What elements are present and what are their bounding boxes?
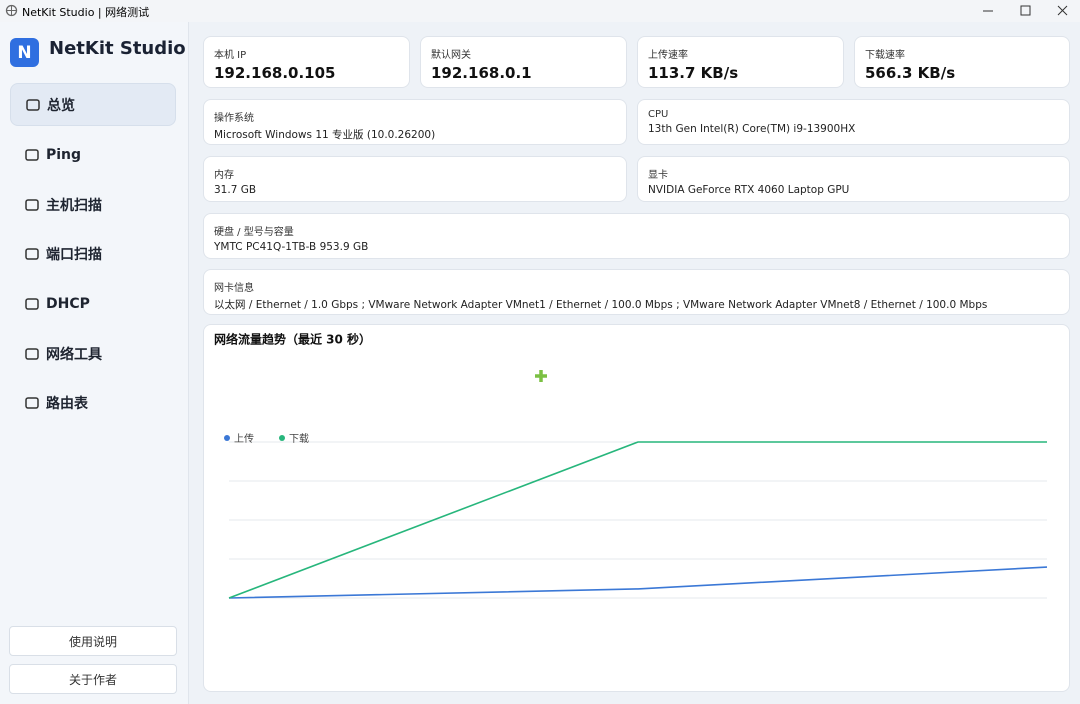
info-card: 显卡 NVIDIA GeForce RTX 4060 Laptop GPU bbox=[637, 156, 1070, 202]
traffic-chart: 网络流量趋势（最近 30 秒） 上传 下载 bbox=[203, 324, 1070, 692]
stat-value: 192.168.0.105 bbox=[214, 64, 336, 82]
nav-item[interactable]: DHCP bbox=[10, 282, 176, 325]
stat-card: 上传速率 113.7 KB/s bbox=[637, 36, 844, 88]
nav-item[interactable]: 路由表 bbox=[10, 381, 176, 424]
chart-title: 网络流量趋势（最近 30 秒） bbox=[214, 332, 371, 347]
icon-shape bbox=[25, 347, 39, 360]
nav-label: 主机扫描 bbox=[46, 197, 102, 214]
info-label: 显卡 bbox=[648, 170, 668, 181]
nav-item[interactable]: 网络工具 bbox=[10, 332, 176, 375]
legend-marker bbox=[224, 435, 230, 441]
cursor-icon bbox=[535, 370, 547, 382]
legend-label: 上传 bbox=[234, 433, 254, 445]
icon-shape bbox=[25, 247, 39, 260]
help-button[interactable]: 使用说明 bbox=[9, 626, 177, 656]
nav-icon bbox=[25, 247, 39, 260]
nav-label: 路由表 bbox=[46, 395, 88, 412]
info-card: 操作系统 Microsoft Windows 11 专业版 (10.0.26200… bbox=[203, 99, 627, 145]
stat-value: 113.7 KB/s bbox=[648, 64, 739, 82]
nav-label: DHCP bbox=[46, 295, 90, 312]
sidebar: N NetKit Studio 总览 Ping 主机扫描端口扫描 DHCP 网络工具路由… bbox=[0, 22, 189, 704]
series-line bbox=[228, 441, 1047, 599]
brand-name: NetKit Studio bbox=[49, 38, 186, 59]
stat-label: 本机 IP bbox=[214, 50, 247, 61]
info-label: 网卡信息 bbox=[214, 283, 254, 294]
nav-label: 总览 bbox=[47, 97, 75, 114]
nav-item[interactable]: Ping bbox=[10, 133, 176, 176]
stat-label: 上传速率 bbox=[648, 50, 688, 61]
info-value: 以太网 / Ethernet / 1.0 Gbps ; VMware Netwo… bbox=[214, 299, 988, 311]
info-label: CPU bbox=[648, 109, 669, 120]
nav-icon bbox=[25, 148, 39, 161]
icon-shape bbox=[25, 396, 39, 409]
info-value: YMTC PC41Q-1TB-B 953.9 GB bbox=[214, 241, 369, 253]
icon-shape bbox=[26, 98, 40, 111]
info-card: 网卡信息以太网 / Ethernet / 1.0 Gbps ; VMware N… bbox=[203, 269, 1070, 315]
info-card: CPU 13th Gen Intel(R) Core(TM) i9-13900HX bbox=[637, 99, 1070, 145]
nav-item[interactable]: 端口扫描 bbox=[10, 232, 176, 275]
nav-item[interactable]: 总览 bbox=[10, 83, 176, 126]
info-card: 硬盘 / 型号与容量 YMTC PC41Q-1TB-B 953.9 GB bbox=[203, 213, 1070, 259]
nav-icon bbox=[25, 396, 39, 409]
info-label: 硬盘 / 型号与容量 bbox=[214, 227, 294, 238]
window-controls[interactable] bbox=[978, 3, 1078, 19]
nav-icon bbox=[25, 198, 39, 211]
nav-label: 网络工具 bbox=[46, 346, 102, 363]
brand-icon: N bbox=[10, 38, 39, 67]
icon-shape bbox=[25, 198, 39, 211]
stat-card: 默认网关 192.168.0.1 bbox=[420, 36, 627, 88]
app-icon bbox=[5, 4, 18, 17]
icon-shape bbox=[25, 297, 39, 310]
about-button[interactable]: 关于作者 bbox=[9, 664, 177, 694]
stat-value: 566.3 KB/s bbox=[865, 64, 956, 82]
nav-label: Ping bbox=[46, 146, 82, 163]
window-title: NetKit Studio | 网络测试 bbox=[22, 6, 150, 19]
info-card: 内存 31.7 GB bbox=[203, 156, 627, 202]
info-value: Microsoft Windows 11 专业版 (10.0.26200) bbox=[214, 129, 436, 141]
legend-label: 下载 bbox=[289, 433, 309, 445]
nav-icon bbox=[26, 98, 40, 111]
nav-icon bbox=[25, 297, 39, 310]
legend-marker bbox=[279, 435, 285, 441]
title-bar: NetKit Studio | 网络测试 bbox=[0, 0, 1080, 22]
stat-label: 下载速率 bbox=[865, 50, 905, 61]
stat-card: 下载速率 566.3 KB/s bbox=[854, 36, 1070, 88]
info-value: NVIDIA GeForce RTX 4060 Laptop GPU bbox=[648, 184, 850, 196]
info-label: 操作系统 bbox=[214, 113, 254, 124]
nav-icon bbox=[25, 347, 39, 360]
nav-label: 端口扫描 bbox=[46, 246, 102, 263]
info-value: 31.7 GB bbox=[214, 184, 257, 196]
icon-shape bbox=[25, 148, 39, 161]
info-label: 内存 bbox=[214, 170, 234, 181]
series-line bbox=[228, 566, 1048, 599]
stat-card: 本机 IP 192.168.0.105 bbox=[203, 36, 410, 88]
info-value: 13th Gen Intel(R) Core(TM) i9-13900HX bbox=[648, 123, 856, 135]
stat-value: 192.168.0.1 bbox=[431, 64, 532, 82]
nav-item[interactable]: 主机扫描 bbox=[10, 183, 176, 226]
stat-label: 默认网关 bbox=[431, 50, 471, 61]
